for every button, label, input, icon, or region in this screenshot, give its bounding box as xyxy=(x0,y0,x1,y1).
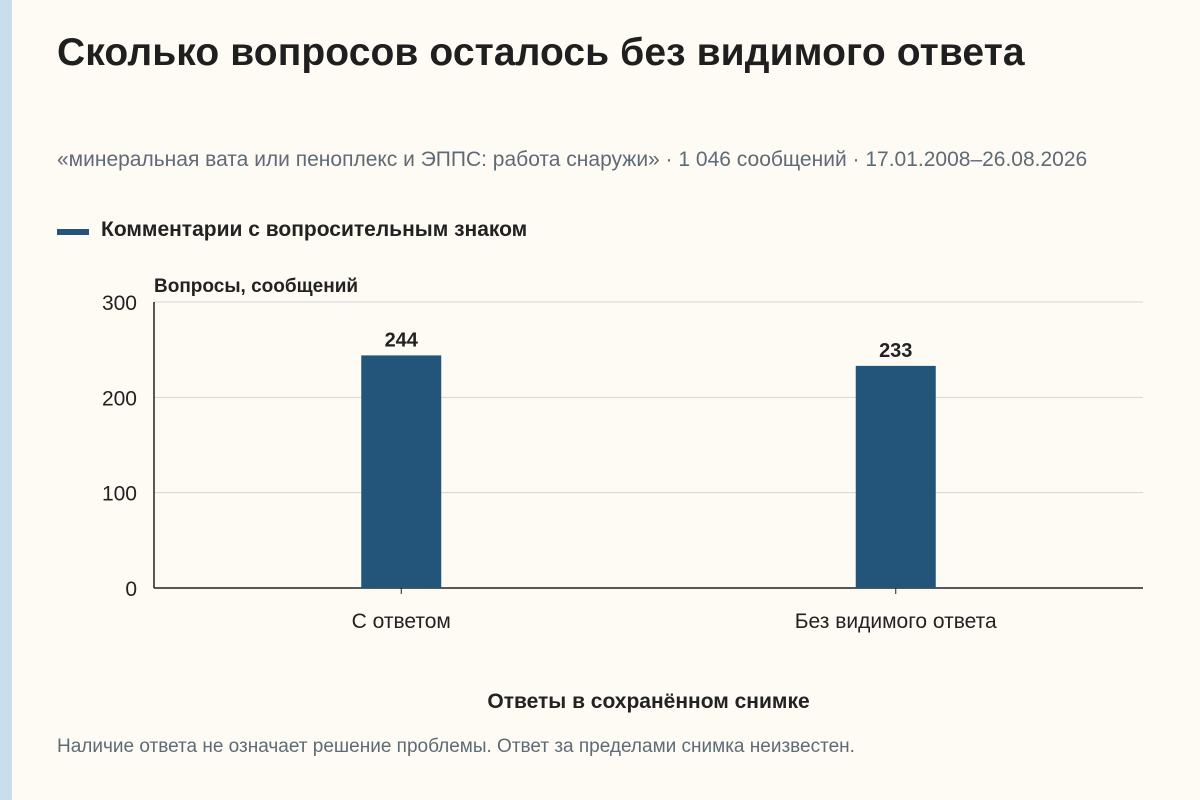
y-tick-label: 100 xyxy=(102,483,137,506)
bar-2 xyxy=(855,365,936,588)
footer-note: Наличие ответа не означает решение пробл… xyxy=(57,736,855,757)
data-label: 233 xyxy=(879,340,912,362)
chart-subtitle: «минеральная вата или пеноплекс и ЭППС: … xyxy=(57,148,1088,171)
y-tick-label: 200 xyxy=(102,387,137,410)
legend-swatch xyxy=(57,229,89,235)
chart-title: Сколько вопросов осталось без видимого о… xyxy=(57,31,1025,74)
y-tick-label: 0 xyxy=(125,578,137,601)
x-axis-label: Ответы в сохранённом снимке xyxy=(487,690,809,713)
y-axis-label: Вопросы, сообщений xyxy=(154,276,358,297)
legend: Комментарии с вопросительным знаком xyxy=(57,218,527,242)
left-accent-stripe xyxy=(0,0,12,800)
x-tick-label: С ответом xyxy=(352,610,451,633)
bar-1 xyxy=(361,355,442,588)
data-label: 244 xyxy=(385,329,419,351)
y-tick-label: 300 xyxy=(102,292,137,315)
x-tick-label: Без видимого ответа xyxy=(795,610,997,633)
legend-label: Комментарии с вопросительным знаком xyxy=(101,218,528,241)
